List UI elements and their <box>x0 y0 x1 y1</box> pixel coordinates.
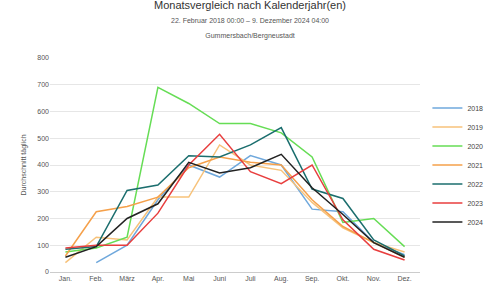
svg-text:800: 800 <box>37 54 49 61</box>
svg-text:Juli: Juli <box>245 275 256 282</box>
svg-text:200: 200 <box>37 215 49 222</box>
svg-text:2020: 2020 <box>467 143 483 150</box>
svg-text:0: 0 <box>45 268 49 275</box>
svg-text:Sep.: Sep. <box>305 275 319 283</box>
svg-text:Nov.: Nov. <box>367 275 381 282</box>
svg-text:600: 600 <box>37 108 49 115</box>
svg-text:Jan.: Jan. <box>59 275 72 282</box>
svg-text:Monatsvergleich nach Kalenderj: Monatsvergleich nach Kalenderjahr(en)22.… <box>154 0 346 40</box>
svg-text:Dez.: Dez. <box>397 275 411 282</box>
svg-text:300: 300 <box>37 188 49 195</box>
svg-text:Feb.: Feb. <box>89 275 103 282</box>
svg-text:400: 400 <box>37 161 49 168</box>
svg-text:700: 700 <box>37 81 49 88</box>
svg-text:Aug.: Aug. <box>274 275 288 283</box>
svg-text:100: 100 <box>37 242 49 249</box>
svg-text:Juni: Juni <box>213 275 226 282</box>
svg-text:2019: 2019 <box>467 124 483 131</box>
svg-text:2018: 2018 <box>467 105 483 112</box>
svg-text:März: März <box>119 275 135 282</box>
svg-text:Okt.: Okt. <box>336 275 349 282</box>
svg-text:Durchschnitt täglich: Durchschnitt täglich <box>20 134 28 195</box>
svg-text:2022: 2022 <box>467 181 483 188</box>
svg-text:500: 500 <box>37 135 49 142</box>
svg-text:Apr.: Apr. <box>152 275 165 283</box>
svg-text:Mai: Mai <box>183 275 195 282</box>
svg-text:2021: 2021 <box>467 162 483 169</box>
svg-text:2023: 2023 <box>467 200 483 207</box>
svg-text:2024: 2024 <box>467 219 483 226</box>
